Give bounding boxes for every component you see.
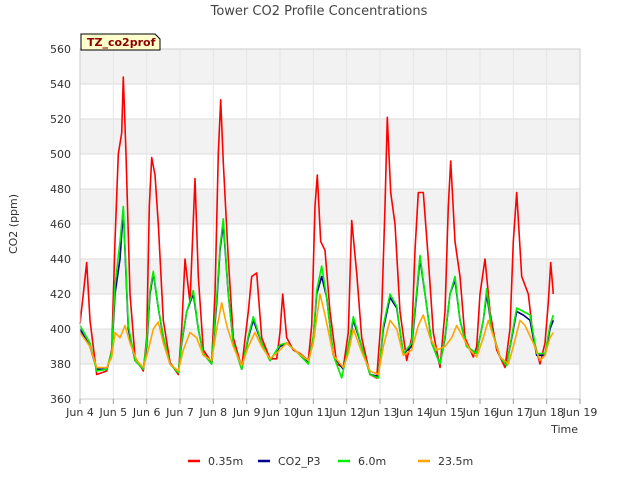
- x-tick-label: Jun 6: [132, 406, 161, 419]
- x-tick-label: Jun 10: [262, 406, 298, 419]
- legend: 0.35m CO2_P3 6.0m 23.5m: [188, 455, 473, 468]
- y-tick-label: 360: [50, 393, 71, 406]
- x-tick-label: Jun 17: [495, 406, 531, 419]
- y-tick-label: 500: [50, 148, 71, 161]
- y-tick-label: 480: [50, 183, 71, 196]
- background-bands: [80, 49, 580, 399]
- x-tick-label: Jun 13: [362, 406, 398, 419]
- band-440: [80, 224, 580, 259]
- chart-title: Tower CO2 Profile Concentrations: [210, 4, 428, 19]
- x-tick-label: Jun 7: [165, 406, 194, 419]
- y-tick-label: 520: [50, 113, 71, 126]
- annotation-tag: TZ_co2prof: [80, 33, 161, 51]
- x-tick-label: Jun 11: [295, 406, 331, 419]
- band-500: [80, 119, 580, 154]
- annotation-tag-box: [80, 33, 161, 51]
- y-tick-label: 380: [50, 358, 71, 371]
- plot-frame: [79, 48, 581, 400]
- x-tick-label: Jun 5: [98, 406, 127, 419]
- legend-item-0: 0.35m: [188, 455, 243, 468]
- band-380: [80, 329, 580, 364]
- y-tick-label: 420: [50, 288, 71, 301]
- band-460: [80, 189, 580, 224]
- series-layer: [79, 76, 555, 379]
- band-520: [80, 84, 580, 119]
- legend-label: 0.35m: [208, 455, 243, 468]
- y-axis-label: CO2 (ppm): [7, 194, 20, 254]
- x-tick-label: Jun 4: [65, 406, 94, 419]
- x-tick-label: Jun 19: [562, 406, 598, 419]
- x-tick-label: Jun 15: [428, 406, 464, 419]
- band-540: [80, 49, 580, 84]
- x-tick-label: Jun 16: [462, 406, 498, 419]
- y-axis: 360 380 400 420 440 460 480 500 520 540 560: [50, 43, 71, 406]
- y-tick-label: 400: [50, 323, 71, 336]
- legend-item-2: 6.0m: [338, 455, 386, 468]
- legend-item-1: CO2_P3: [258, 455, 320, 468]
- x-tick-label: Jun 18: [528, 406, 564, 419]
- y-tick-label: 540: [50, 78, 71, 91]
- annotation-tag-label: TZ_co2prof: [87, 36, 156, 49]
- legend-label: CO2_P3: [278, 455, 320, 468]
- y-tick-label: 460: [50, 218, 71, 231]
- x-axis: Jun 4 Jun 5 Jun 6 Jun 7 Jun 8 Jun 9 Jun 10Jun …: [65, 399, 597, 419]
- x-tick-label: Jun 8: [198, 406, 227, 419]
- x-tick-label: Jun 9: [232, 406, 261, 419]
- x-axis-label: Time: [550, 423, 578, 436]
- x-tick-label: Jun 12: [328, 406, 364, 419]
- band-480: [80, 154, 580, 189]
- legend-label: 23.5m: [438, 455, 473, 468]
- x-tick-label: Jun 14: [395, 406, 431, 419]
- legend-label: 6.0m: [358, 455, 386, 468]
- series-line-3: [79, 293, 554, 376]
- band-360: [80, 364, 580, 399]
- y-tick-label: 440: [50, 253, 71, 266]
- band-420: [80, 259, 580, 294]
- series-line-2: [79, 205, 555, 379]
- legend-item-3: 23.5m: [418, 455, 473, 468]
- y-tick-label: 560: [50, 43, 71, 56]
